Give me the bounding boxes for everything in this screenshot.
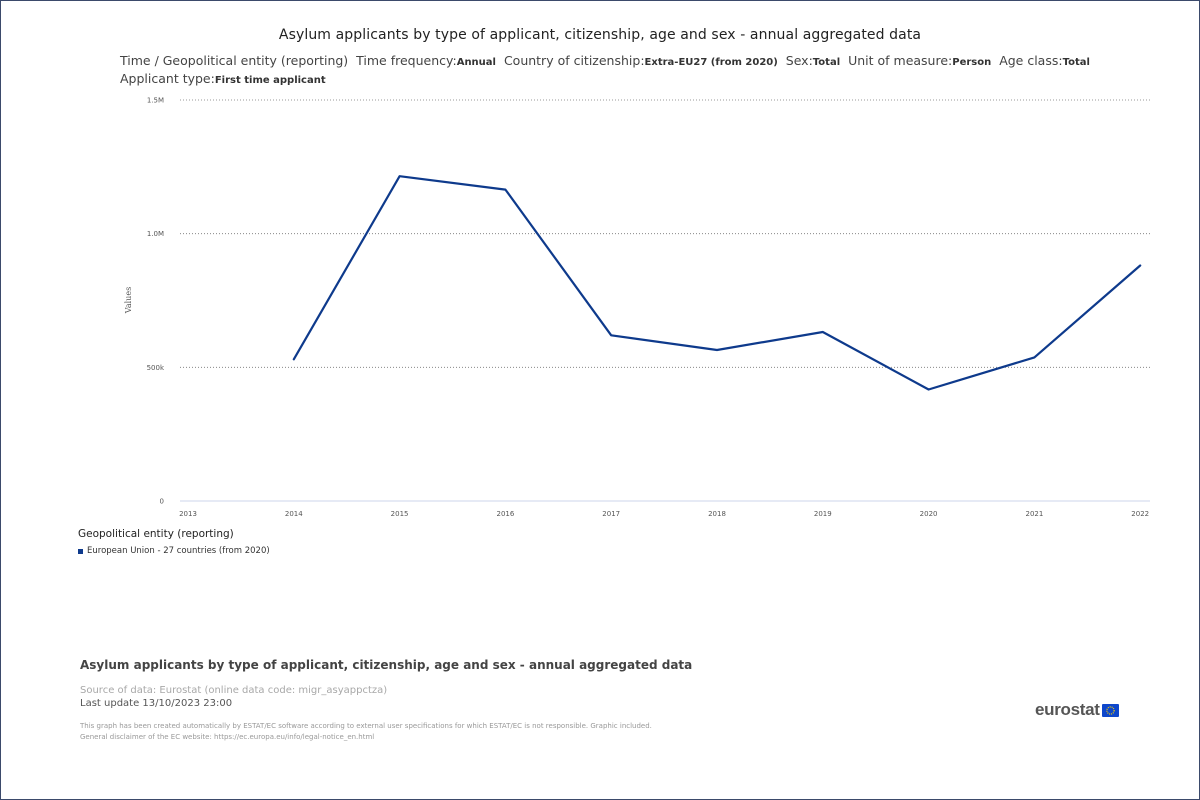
logo-text: eurostat [1035,700,1100,719]
filter-value: Total [812,57,841,68]
chart-title: Asylum applicants by type of applicant, … [278,27,922,43]
filter-key: Sex: [785,53,813,68]
filter-value: First time applicant [214,75,326,86]
line-chart: 0 500k 1.0M 1.5M 2013 2014 2015 2016 2017 2018 201… [124,97,1150,518]
x-tick-label: 2018 [708,510,726,518]
series-line [292,175,1142,391]
x-tick-label: 2021 [1025,510,1043,518]
filter-key: Country of citizenship: [503,53,645,68]
footer-disclaimer-link[interactable]: General disclaimer of the EC website: ht… [80,733,375,741]
filter-value: Person [952,57,992,68]
filter-key: Unit of measure: [848,53,953,68]
footer-disclaimer: This graph has been created automaticall… [80,722,652,730]
legend-item[interactable]: European Union - 27 countries (from 2020… [78,546,270,556]
y-tick-label: 500k [147,364,165,372]
filter-key: Applicant type: [120,71,215,86]
x-tick-label: 2017 [602,510,620,518]
footer-title: Asylum applicants by type of applicant, … [80,658,693,672]
x-tick-label: 2022 [1131,510,1149,518]
y-axis-label: Values [124,287,133,314]
footer-last-update: Last update 13/10/2023 23:00 [80,698,233,709]
filter-key: Time frequency: [356,53,457,68]
filter-value: Extra-EU27 (from 2020) [644,57,778,68]
x-tick-label: 2016 [496,510,514,518]
y-tick-label: 1.5M [147,97,164,105]
x-tick-label: 2020 [920,510,938,518]
footer-source: Source of data: Eurostat (online data co… [80,685,388,696]
filter-key: Age class: [999,53,1063,68]
chart-subtitle: Time / Geopolitical entity (reporting) T… [120,53,1100,89]
filter-value: Annual [456,57,496,68]
legend-swatch [78,548,83,554]
filter-key: Time / Geopolitical entity (reporting) [120,53,349,68]
x-tick-label: 2013 [179,510,197,518]
filter-value: Total [1062,57,1090,68]
eurostat-logo[interactable]: eurostat [1035,700,1119,720]
y-tick-label: 0 [160,498,164,506]
legend-item-label: European Union - 27 countries (from 2020… [87,546,270,556]
x-tick-label: 2015 [391,510,409,518]
x-tick-label: 2014 [285,510,303,518]
eu-flag-icon [1101,703,1119,717]
y-tick-label: 1.0M [147,230,164,238]
x-tick-label: 2019 [814,510,832,518]
legend-title: Geopolitical entity (reporting) [78,528,234,540]
